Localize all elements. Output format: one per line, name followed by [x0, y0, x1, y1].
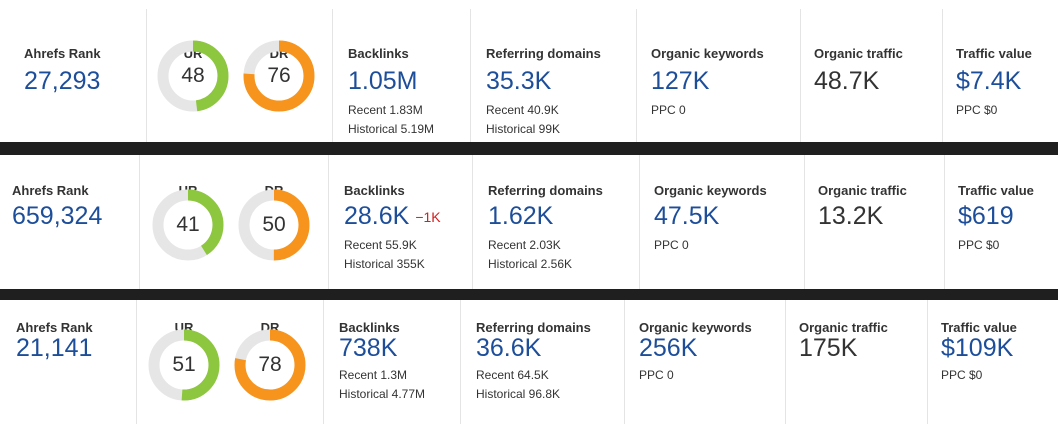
- rank-value[interactable]: 21,141: [16, 334, 93, 362]
- traffic-value-ppc[interactable]: PPC $0: [958, 238, 1000, 252]
- refdomains-cell: Referring domains 35.3K Recent 40.9K His…: [470, 9, 636, 142]
- rank-label: Ahrefs Rank: [24, 46, 101, 61]
- rating-cell: UR 51 DR 78: [136, 300, 323, 424]
- refdomains-historical[interactable]: Historical 96.8K: [476, 387, 561, 401]
- backlinks-value[interactable]: 1.05M: [348, 67, 423, 96]
- dr-gauge: 76: [242, 39, 316, 113]
- keywords-value[interactable]: 127K: [651, 67, 710, 95]
- dr-value: 76: [267, 64, 291, 87]
- refdomains-recent[interactable]: Recent 40.9K: [486, 103, 559, 117]
- traffic-value-cell: Traffic value $7.4K PPC $0: [942, 9, 1058, 142]
- top-strip: [0, 0, 1058, 9]
- traffic-label: Organic traffic: [814, 46, 903, 61]
- metrics-panel: Ahrefs Rank 21,141 UR 51 DR 78 Backlinks…: [0, 300, 1058, 424]
- keywords-label: Organic keywords: [654, 183, 767, 198]
- refdomains-cell: Referring domains 1.62K Recent 2.03K His…: [472, 155, 639, 289]
- backlinks-recent[interactable]: Recent 1.83M: [348, 103, 423, 117]
- traffic-value-label: Traffic value: [956, 46, 1032, 61]
- keywords-cell: Organic keywords 47.5K PPC 0: [639, 155, 804, 289]
- refdomains-recent[interactable]: Recent 2.03K: [488, 238, 561, 252]
- backlinks-number[interactable]: 738K: [339, 334, 398, 362]
- refdomains-label: Referring domains: [486, 46, 601, 61]
- metrics-panel: Ahrefs Rank 27,293 UR 48 DR 76 Backlinks…: [0, 9, 1058, 142]
- backlinks-label: Backlinks: [344, 183, 405, 198]
- traffic-value-label: Traffic value: [941, 320, 1017, 335]
- keywords-ppc[interactable]: PPC 0: [639, 368, 674, 382]
- backlinks-label: Backlinks: [348, 46, 409, 61]
- traffic-value: 48.7K: [814, 67, 880, 95]
- traffic-label: Organic traffic: [799, 320, 888, 335]
- traffic-value: 175K: [799, 334, 858, 362]
- ur-value: 41: [176, 213, 200, 236]
- backlinks-recent[interactable]: Recent 1.3M: [339, 368, 408, 382]
- keywords-cell: Organic keywords 127K PPC 0: [636, 9, 800, 142]
- keywords-ppc[interactable]: PPC 0: [654, 238, 689, 252]
- traffic-label: Organic traffic: [818, 183, 907, 198]
- rank-cell: Ahrefs Rank 659,324: [0, 155, 139, 289]
- backlinks-historical[interactable]: Historical 355K: [344, 257, 425, 271]
- refdomains-label: Referring domains: [476, 320, 591, 335]
- backlinks-historical[interactable]: Historical 4.77M: [339, 387, 426, 401]
- dr-gauge: 50: [237, 188, 311, 262]
- refdomains-value[interactable]: 36.6K: [476, 334, 542, 362]
- ur-value: 51: [172, 353, 196, 376]
- backlinks-cell: Backlinks 738K Recent 1.3M Historical 4.…: [323, 300, 460, 424]
- backlinks-value[interactable]: 28.6K −1K: [344, 202, 441, 231]
- keywords-label: Organic keywords: [639, 320, 752, 335]
- backlinks-value[interactable]: 738K: [339, 334, 403, 363]
- dr-gauge: 78: [233, 328, 307, 402]
- backlinks-label: Backlinks: [339, 320, 400, 335]
- traffic-value-amount[interactable]: $619: [958, 202, 1014, 230]
- rank-label: Ahrefs Rank: [16, 320, 93, 335]
- backlinks-number[interactable]: 1.05M: [348, 67, 418, 95]
- traffic-value: 13.2K: [818, 202, 884, 230]
- rank-cell: Ahrefs Rank 21,141: [0, 300, 136, 424]
- traffic-value-label: Traffic value: [958, 183, 1034, 198]
- dr-value: 50: [262, 213, 286, 236]
- ur-value: 48: [181, 64, 205, 87]
- refdomains-recent[interactable]: Recent 64.5K: [476, 368, 549, 382]
- rating-cell: UR 48 DR 76: [146, 9, 332, 142]
- rank-label: Ahrefs Rank: [12, 183, 89, 198]
- keywords-label: Organic keywords: [651, 46, 764, 61]
- traffic-value-ppc[interactable]: PPC $0: [941, 368, 983, 382]
- backlinks-cell: Backlinks 28.6K −1K Recent 55.9K Historic…: [328, 155, 472, 289]
- refdomains-historical[interactable]: Historical 2.56K: [488, 257, 573, 271]
- metrics-panel: Ahrefs Rank 659,324 UR 41 DR 50 Backlink…: [0, 155, 1058, 289]
- traffic-cell: Organic traffic 48.7K: [800, 9, 942, 142]
- rank-value[interactable]: 27,293: [24, 67, 101, 95]
- backlinks-historical[interactable]: Historical 5.19M: [348, 122, 435, 136]
- backlinks-recent[interactable]: Recent 55.9K: [344, 238, 417, 252]
- traffic-value-cell: Traffic value $619 PPC $0: [944, 155, 1058, 289]
- traffic-value-amount[interactable]: $7.4K: [956, 67, 1022, 95]
- backlinks-number[interactable]: 28.6K: [344, 202, 410, 230]
- ur-gauge: 41: [151, 188, 225, 262]
- rank-cell: Ahrefs Rank 27,293: [0, 9, 146, 142]
- refdomains-historical[interactable]: Historical 99K: [486, 122, 561, 136]
- refdomains-value[interactable]: 35.3K: [486, 67, 552, 95]
- traffic-cell: Organic traffic 13.2K: [804, 155, 944, 289]
- keywords-cell: Organic keywords 256K PPC 0: [624, 300, 785, 424]
- backlinks-cell: Backlinks 1.05M Recent 1.83M Historical …: [332, 9, 470, 142]
- refdomains-label: Referring domains: [488, 183, 603, 198]
- ur-gauge: 51: [147, 328, 221, 402]
- ur-gauge: 48: [156, 39, 230, 113]
- keywords-value[interactable]: 47.5K: [654, 202, 720, 230]
- rating-cell: UR 41 DR 50: [139, 155, 328, 289]
- traffic-value-amount[interactable]: $109K: [941, 334, 1014, 362]
- keywords-value[interactable]: 256K: [639, 334, 698, 362]
- rank-value[interactable]: 659,324: [12, 202, 103, 230]
- backlinks-delta: −1K: [415, 209, 441, 226]
- traffic-value-cell: Traffic value $109K PPC $0: [927, 300, 1058, 424]
- traffic-cell: Organic traffic 175K: [785, 300, 927, 424]
- refdomains-value[interactable]: 1.62K: [488, 202, 554, 230]
- dr-value: 78: [258, 353, 282, 376]
- keywords-ppc[interactable]: PPC 0: [651, 103, 686, 117]
- refdomains-cell: Referring domains 36.6K Recent 64.5K His…: [460, 300, 624, 424]
- traffic-value-ppc[interactable]: PPC $0: [956, 103, 998, 117]
